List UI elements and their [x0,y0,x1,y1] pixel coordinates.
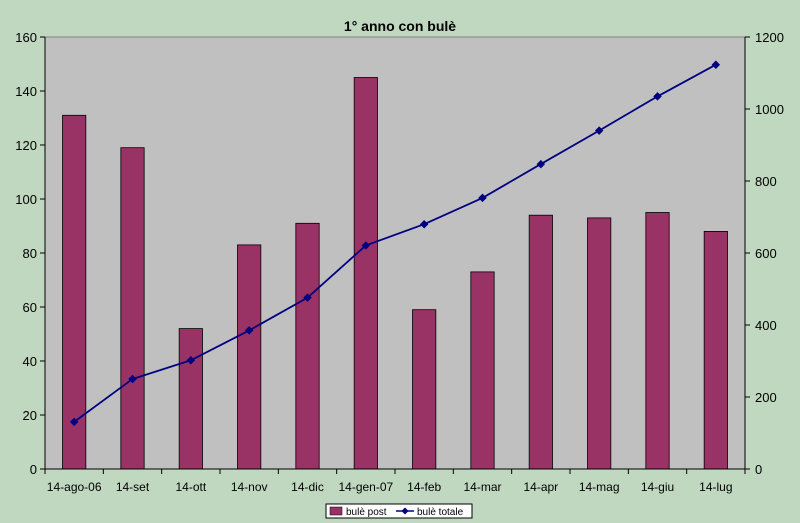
point-4 [303,293,312,302]
point-3 [244,326,254,335]
y-left-tick-label: 0 [30,462,37,477]
point-1 [128,374,137,384]
legend-swatch-bar [329,506,343,516]
y-right-tick-label: 200 [755,390,777,405]
line-total [73,63,717,423]
x-tick-label: 14-dic [291,480,324,494]
x-tick-label: 14-giu [641,480,674,494]
y-left-tick-label: 140 [15,84,37,99]
y-left-tick-label: 160 [15,30,37,45]
point-0 [69,417,79,427]
chart-title: 1° anno con bulè [344,18,456,34]
plot-area [44,36,746,470]
x-tick-label: 14-ott [175,480,206,494]
point-2 [186,356,196,365]
point-7 [478,193,487,203]
y-right-tick-label: 0 [755,462,762,477]
bar-5 [353,77,378,470]
legend-label-bar: bulè post [346,507,387,518]
axes-group: 0 20 40 60 80 100 120 140 160 0 200 400 600 800 1000 12… [15,30,784,494]
x-tick-label: 14-set [116,480,150,494]
x-tick-label: 14-apr [523,480,558,494]
legend: bulè post bulè totale [325,503,473,519]
x-tick-label: 14-feb [407,480,441,494]
y-left-tick-label: 60 [23,300,37,315]
bar-10 [645,212,670,470]
bar-1 [120,147,145,470]
bar-11 [703,230,728,470]
legend-label-line: bulè totale [417,507,464,518]
line-series-group [69,60,721,427]
bar-6 [412,309,437,470]
bar-3 [237,244,262,470]
y-right-tick-label: 1000 [755,102,784,117]
y-right-tick-label: 600 [755,246,777,261]
x-tick-label: 14-gen-07 [338,480,393,494]
bar-7 [470,271,495,470]
y-left-tick-label: 120 [15,138,37,153]
x-tick-label: 14-ago-06 [47,480,102,494]
y-left-tick-label: 40 [23,354,37,369]
point-5 [361,241,371,250]
bar-2 [178,328,203,470]
bar-4 [295,222,320,470]
legend-marker-line [401,507,409,515]
y-left-tick-label: 100 [15,192,37,207]
point-6 [419,219,429,229]
y-left-tick-label: 20 [23,408,37,423]
bar-series-group [62,77,728,470]
x-tick-label: 14-lug [699,480,732,494]
bar-8 [528,214,553,470]
y-right-tick-label: 1200 [755,30,784,45]
y-right-tick-label: 800 [755,174,777,189]
y-right-tick-label: 400 [755,318,777,333]
y-left-tick-label: 80 [23,246,37,261]
x-tick-label: 14-nov [231,480,268,494]
bar-9 [587,217,612,470]
x-tick-label: 14-mag [579,480,620,494]
x-tick-label: 14-mar [463,480,501,494]
